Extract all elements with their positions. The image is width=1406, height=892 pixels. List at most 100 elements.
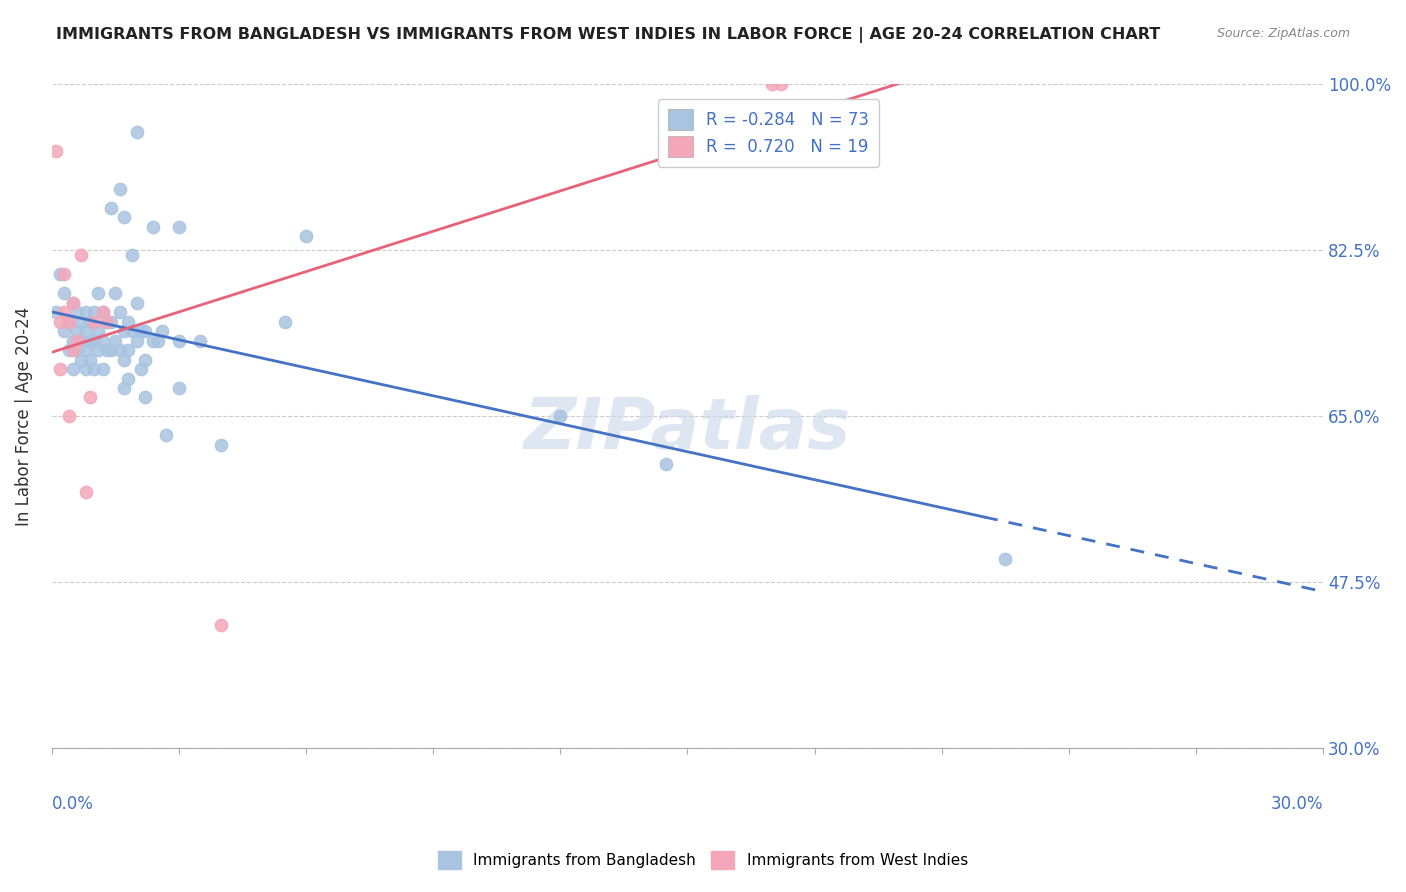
Point: [87, 286, 110, 301]
Point: [155, 428, 177, 442]
Point: [79, 352, 101, 367]
Point: [96, 315, 118, 329]
Point: [91, 334, 114, 348]
Point: [62, 295, 84, 310]
Text: Source: ZipAtlas.com: Source: ZipAtlas.com: [1216, 27, 1350, 40]
Point: [91, 305, 114, 319]
Point: [91, 305, 114, 319]
Point: [100, 201, 122, 215]
Point: [104, 286, 127, 301]
Point: [100, 343, 122, 357]
Point: [83, 315, 105, 329]
Point: [550, 409, 572, 424]
Point: [112, 211, 135, 225]
Point: [134, 391, 156, 405]
Point: [167, 334, 190, 348]
Point: [146, 334, 169, 348]
Point: [53, 324, 76, 338]
Point: [125, 295, 148, 310]
Point: [142, 334, 165, 348]
Point: [83, 305, 105, 319]
Point: [53, 286, 76, 301]
Point: [66, 343, 89, 357]
Point: [79, 315, 101, 329]
Point: [62, 334, 84, 348]
Point: [108, 343, 131, 357]
Text: 30.0%: 30.0%: [1271, 795, 1323, 813]
Point: [66, 305, 89, 319]
Point: [49, 315, 72, 329]
Point: [70, 352, 93, 367]
Point: [209, 438, 232, 452]
Point: [129, 362, 152, 376]
Point: [761, 78, 783, 92]
Point: [129, 324, 152, 338]
Point: [49, 362, 72, 376]
Point: [112, 324, 135, 338]
Point: [117, 371, 139, 385]
Y-axis label: In Labor Force | Age 20-24: In Labor Force | Age 20-24: [15, 307, 32, 526]
Point: [769, 78, 792, 92]
Point: [45, 144, 67, 158]
Point: [188, 334, 211, 348]
Point: [87, 343, 110, 357]
Point: [274, 315, 297, 329]
Point: [121, 248, 143, 262]
Point: [87, 324, 110, 338]
Point: [117, 343, 139, 357]
Point: [112, 352, 135, 367]
Point: [79, 334, 101, 348]
Point: [62, 295, 84, 310]
Point: [70, 315, 93, 329]
Point: [100, 315, 122, 329]
Point: [83, 334, 105, 348]
Point: [70, 334, 93, 348]
Point: [66, 324, 89, 338]
Point: [125, 334, 148, 348]
Point: [79, 391, 101, 405]
Text: ZIPatlas: ZIPatlas: [524, 395, 851, 464]
Point: [125, 125, 148, 139]
Point: [167, 381, 190, 395]
Point: [96, 315, 118, 329]
Point: [108, 305, 131, 319]
Point: [112, 381, 135, 395]
Point: [53, 305, 76, 319]
Point: [58, 343, 80, 357]
Point: [70, 248, 93, 262]
Point: [66, 334, 89, 348]
Point: [75, 305, 97, 319]
Point: [75, 343, 97, 357]
Point: [58, 315, 80, 329]
Point: [134, 352, 156, 367]
Point: [209, 618, 232, 632]
Point: [104, 334, 127, 348]
Point: [655, 457, 678, 471]
Legend: R = -0.284   N = 73, R =  0.720   N = 19: R = -0.284 N = 73, R = 0.720 N = 19: [658, 99, 879, 167]
Point: [295, 229, 318, 244]
Point: [75, 485, 97, 500]
Point: [142, 219, 165, 234]
Text: 0.0%: 0.0%: [52, 795, 94, 813]
Point: [108, 182, 131, 196]
Point: [53, 267, 76, 281]
Point: [75, 324, 97, 338]
Point: [134, 324, 156, 338]
Point: [58, 409, 80, 424]
Point: [91, 362, 114, 376]
Point: [45, 305, 67, 319]
Text: IMMIGRANTS FROM BANGLADESH VS IMMIGRANTS FROM WEST INDIES IN LABOR FORCE | AGE 2: IMMIGRANTS FROM BANGLADESH VS IMMIGRANTS…: [56, 27, 1160, 43]
Point: [96, 343, 118, 357]
Point: [58, 315, 80, 329]
Point: [994, 551, 1017, 566]
Legend: Immigrants from Bangladesh, Immigrants from West Indies: Immigrants from Bangladesh, Immigrants f…: [432, 845, 974, 875]
Point: [62, 343, 84, 357]
Point: [62, 362, 84, 376]
Point: [83, 362, 105, 376]
Point: [121, 324, 143, 338]
Point: [117, 315, 139, 329]
Point: [167, 219, 190, 234]
Point: [75, 362, 97, 376]
Point: [49, 267, 72, 281]
Point: [150, 324, 173, 338]
